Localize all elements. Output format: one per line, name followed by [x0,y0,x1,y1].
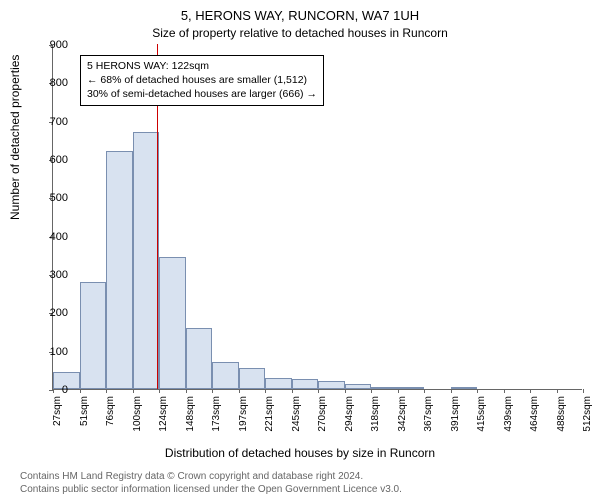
x-tick-label: 221sqm [264,396,275,436]
x-tick-mark [530,389,531,393]
annotation-box: 5 HERONS WAY: 122sqm ← 68% of detached h… [80,55,324,106]
x-tick-label: 173sqm [211,396,222,436]
title-sub: Size of property relative to detached ho… [0,26,600,40]
x-tick-label: 76sqm [105,396,116,436]
annotation-line2: ← 68% of detached houses are smaller (1,… [87,73,317,87]
x-axis-label: Distribution of detached houses by size … [0,446,600,460]
x-tick-mark [212,389,213,393]
y-tick-label: 900 [50,39,68,51]
histogram-bar [318,381,345,389]
x-tick-mark [186,389,187,393]
y-tick-label: 500 [50,192,68,204]
x-tick-mark [398,389,399,393]
x-tick-mark [292,389,293,393]
footer: Contains HM Land Registry data © Crown c… [20,470,402,496]
histogram-bar [345,384,372,389]
histogram-bar [106,151,133,389]
x-tick-label: 124sqm [158,396,169,436]
x-tick-label: 27sqm [52,396,63,436]
x-tick-label: 488sqm [556,396,567,436]
x-tick-mark [53,389,54,393]
x-tick-label: 294sqm [344,396,355,436]
x-tick-label: 415sqm [476,396,487,436]
x-tick-mark [424,389,425,393]
histogram-bar [159,257,186,389]
x-tick-label: 367sqm [423,396,434,436]
x-tick-label: 245sqm [291,396,302,436]
histogram-bar [265,378,292,390]
y-tick-label: 300 [50,269,68,281]
x-tick-mark [318,389,319,393]
x-tick-label: 439sqm [503,396,514,436]
y-tick-label: 200 [50,307,68,319]
x-tick-mark [557,389,558,393]
histogram-bar [133,132,160,389]
x-tick-label: 100sqm [132,396,143,436]
x-tick-label: 342sqm [397,396,408,436]
title-main: 5, HERONS WAY, RUNCORN, WA7 1UH [0,8,600,23]
x-tick-mark [80,389,81,393]
histogram-bar [398,387,425,389]
x-tick-label: 318sqm [370,396,381,436]
x-tick-mark [504,389,505,393]
x-tick-label: 148sqm [185,396,196,436]
histogram-bar [371,387,398,389]
x-tick-label: 464sqm [529,396,540,436]
x-tick-label: 51sqm [79,396,90,436]
x-tick-mark [451,389,452,393]
y-tick-label: 100 [50,346,68,358]
annotation-line3: 30% of semi-detached houses are larger (… [87,87,317,101]
histogram-bar [80,282,107,389]
histogram-bar [292,379,319,389]
x-tick-mark [583,389,584,393]
histogram-bar [451,387,478,389]
x-tick-mark [345,389,346,393]
y-tick-label: 700 [50,116,68,128]
x-tick-mark [133,389,134,393]
histogram-bar [212,362,239,389]
x-tick-mark [159,389,160,393]
x-tick-mark [106,389,107,393]
histogram-bar [239,368,266,389]
x-tick-mark [265,389,266,393]
x-tick-mark [371,389,372,393]
footer-line1: Contains HM Land Registry data © Crown c… [20,470,402,483]
y-tick-label: 800 [50,77,68,89]
x-tick-label: 391sqm [450,396,461,436]
footer-line2: Contains public sector information licen… [20,483,402,496]
annotation-line1: 5 HERONS WAY: 122sqm [87,59,317,73]
y-tick-label: 0 [62,384,68,396]
histogram-bar [186,328,213,389]
y-tick-label: 400 [50,231,68,243]
x-tick-label: 270sqm [317,396,328,436]
x-tick-label: 512sqm [582,396,593,436]
x-tick-mark [239,389,240,393]
y-tick-label: 600 [50,154,68,166]
y-axis-label: Number of detached properties [8,55,22,220]
x-tick-mark [477,389,478,393]
x-tick-label: 197sqm [238,396,249,436]
